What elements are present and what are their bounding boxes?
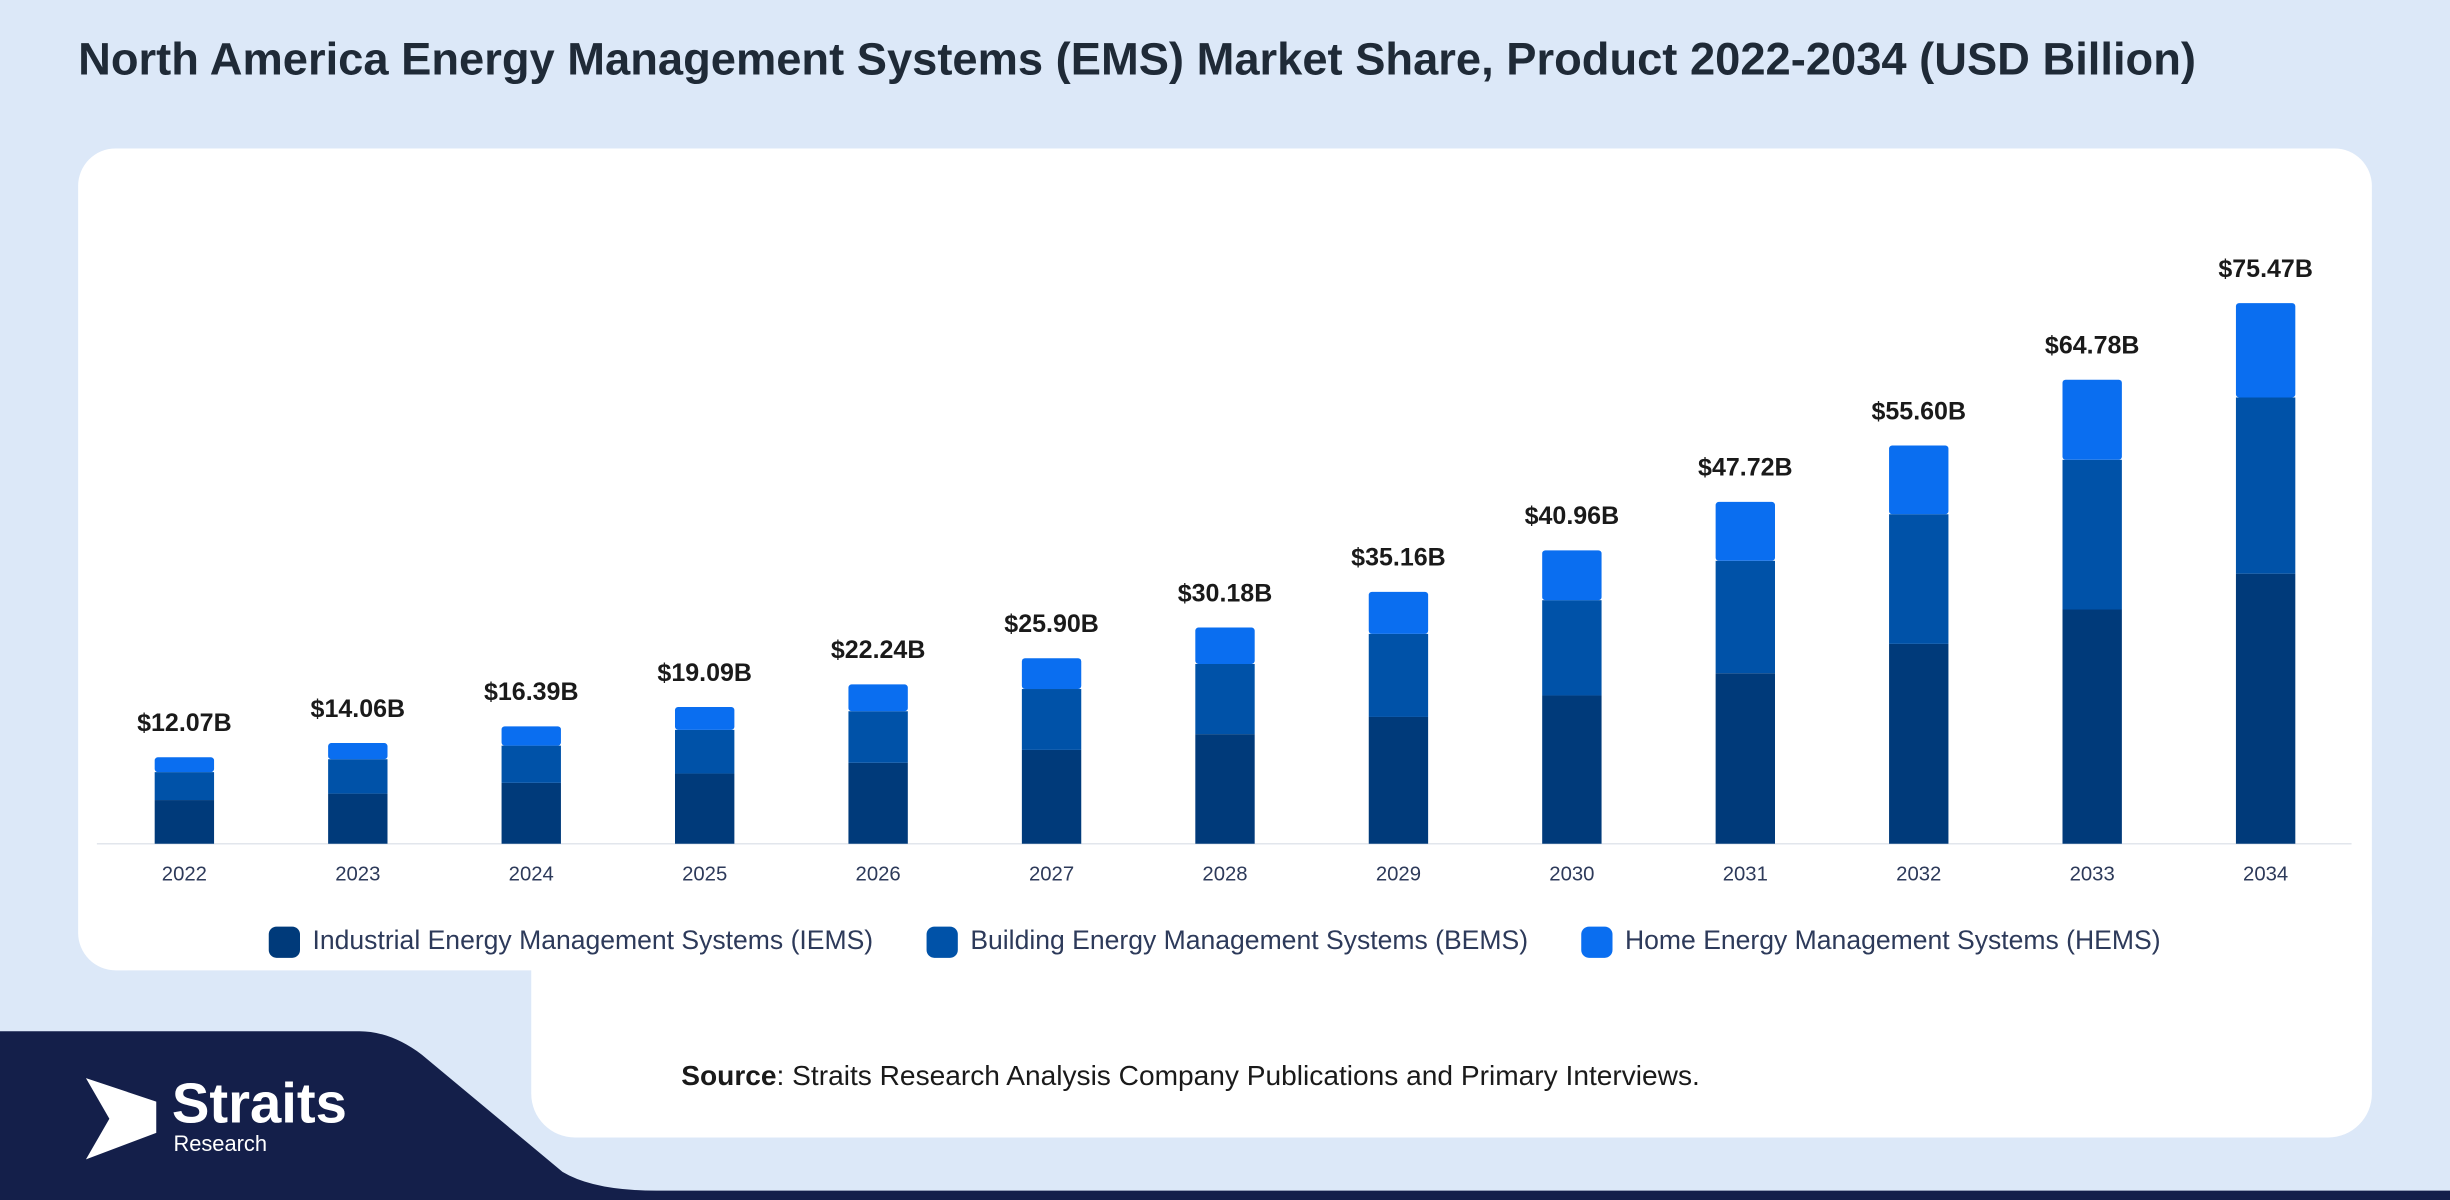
bar-segment: [328, 743, 388, 760]
total-label: $47.72B: [1698, 454, 1793, 482]
x-tick-label: 2023: [335, 863, 380, 885]
x-tick-label: 2031: [1723, 863, 1768, 885]
logo-icon: [85, 1078, 157, 1160]
total-label: $19.09B: [657, 659, 752, 687]
bar-segment: [1021, 749, 1082, 844]
bar-segment: [1715, 501, 1775, 561]
bar-segment: [1542, 550, 1602, 601]
source-text: : Straits Research Analysis Company Publ…: [777, 1061, 1700, 1092]
bar-segment: [2062, 379, 2122, 460]
legend-label: Building Energy Management Systems (BEMS…: [970, 925, 1528, 955]
bar-segment: [1889, 643, 1949, 844]
x-tick-label: 2033: [2070, 863, 2115, 885]
bar-segment: [2062, 459, 2122, 610]
bar-segment: [328, 759, 388, 794]
bar-segment: [1195, 627, 1255, 664]
total-label: $75.47B: [2218, 255, 2313, 283]
bar-segment: [501, 726, 561, 746]
bar-segment: [2062, 609, 2122, 844]
x-tick-label: 2028: [1202, 863, 1247, 885]
bar-segment: [848, 711, 908, 763]
source-label: Source: [681, 1061, 776, 1092]
logo-sub: Research: [173, 1131, 267, 1156]
source: Source: Straits Research Analysis Compan…: [681, 1061, 1700, 1092]
x-tick-label: 2032: [1896, 863, 1941, 885]
bar-segment: [154, 772, 215, 801]
bar-segment: [675, 729, 735, 774]
bar-segment: [1889, 514, 1949, 644]
legend-swatch: [268, 926, 300, 958]
bar-segment: [2235, 303, 2296, 398]
total-label: $22.24B: [831, 636, 926, 664]
x-tick-label: 2022: [162, 863, 207, 885]
bar-segment: [2235, 397, 2296, 574]
bar-segment: [1368, 633, 1429, 717]
bar-segment: [1542, 695, 1602, 844]
legend-label: Industrial Energy Management Systems (IE…: [313, 925, 874, 955]
bar-segment: [1542, 600, 1602, 696]
bar-segment: [328, 793, 388, 844]
bar-segment: [675, 773, 735, 844]
bar-segment: [154, 800, 215, 844]
total-label: $25.90B: [1004, 610, 1099, 638]
bar-segment: [1021, 658, 1082, 690]
logo-panel: [0, 1031, 2450, 1200]
logo-name: Straits: [172, 1072, 347, 1135]
total-label: $55.60B: [1871, 397, 1966, 425]
total-label: $14.06B: [311, 695, 406, 723]
total-label: $12.07B: [137, 709, 232, 737]
bar-segment: [848, 684, 908, 712]
bar-segment: [1368, 591, 1429, 634]
x-tick-label: 2030: [1549, 863, 1594, 885]
bar-segment: [1368, 716, 1429, 844]
bar-segment: [501, 745, 561, 783]
total-label: $40.96B: [1525, 502, 1620, 530]
bar-segment: [1195, 663, 1255, 735]
bar-segment: [1021, 689, 1082, 750]
total-label: $16.39B: [484, 678, 579, 706]
legend-swatch: [926, 926, 958, 958]
x-tick-label: 2027: [1029, 863, 1074, 885]
chart-title: North America Energy Management Systems …: [78, 33, 2196, 84]
x-tick-label: 2029: [1376, 863, 1421, 885]
total-label: $30.18B: [1178, 579, 1273, 607]
chart-card: [78, 148, 2372, 971]
legend-swatch: [1581, 926, 1613, 958]
total-label: $64.78B: [2045, 331, 2140, 359]
bar-segment: [2235, 573, 2296, 844]
total-label: $35.16B: [1351, 544, 1446, 572]
bar-segment: [501, 782, 561, 844]
bar-segment: [1715, 673, 1775, 844]
bar-segment: [1715, 560, 1775, 674]
x-tick-label: 2034: [2243, 863, 2288, 885]
bar-segment: [1195, 734, 1255, 844]
x-tick-label: 2025: [682, 863, 727, 885]
legend-label: Home Energy Management Systems (HEMS): [1625, 925, 2161, 955]
x-tick-label: 2024: [509, 863, 554, 885]
bar-segment: [848, 762, 908, 844]
bar-segment: [154, 757, 215, 773]
x-tick-label: 2026: [856, 863, 901, 885]
bar-segment: [675, 706, 735, 730]
bar-segment: [1889, 445, 1949, 515]
